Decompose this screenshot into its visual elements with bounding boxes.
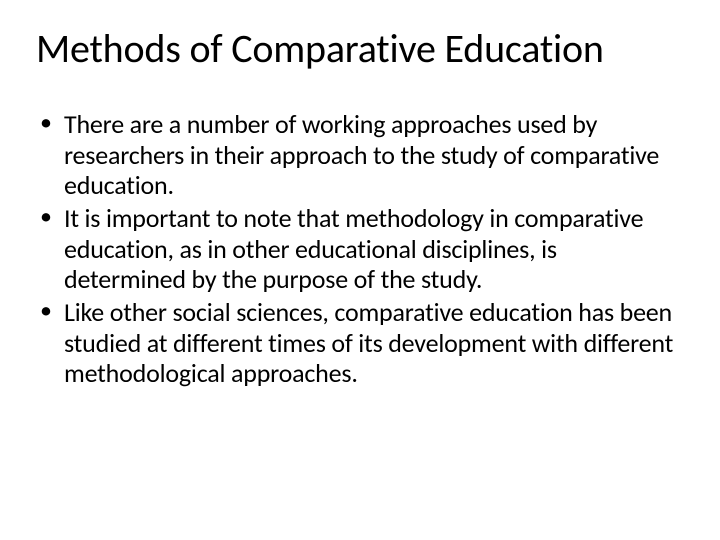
bullet-list: There are a number of working approaches… — [36, 109, 684, 389]
list-item: It is important to note that methodology… — [36, 203, 684, 295]
list-item: Like other social sciences, comparative … — [36, 297, 684, 389]
list-item: There are a number of working approaches… — [36, 109, 684, 201]
slide-title: Methods of Comparative Education — [36, 24, 684, 73]
